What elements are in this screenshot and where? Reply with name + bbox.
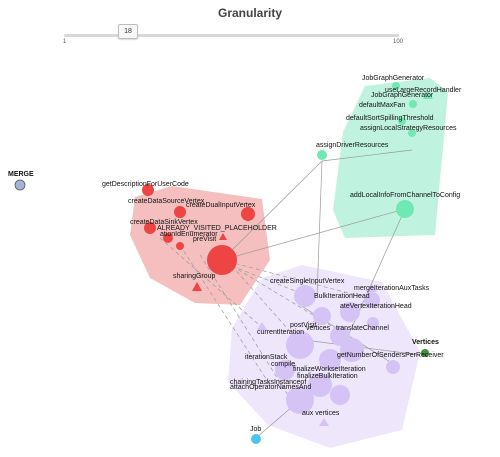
green-node-assignlocal[interactable] xyxy=(408,129,416,137)
green-label: useLargeRecordHandler xyxy=(385,87,462,94)
merge-label: MERGE xyxy=(8,171,34,178)
purple-label: aux vertices xyxy=(302,410,340,417)
red-label: ationIdEnumerator xyxy=(160,231,218,238)
red-label: getDescriptionForUserCode xyxy=(102,181,189,188)
green-node-generator[interactable] xyxy=(392,82,400,90)
purple-label: createSingleInputVertex xyxy=(270,278,345,285)
red-node-main[interactable] xyxy=(207,245,237,275)
green-label: JobGraphGenerator xyxy=(362,75,425,82)
edge xyxy=(231,265,303,346)
job-label: Job xyxy=(250,426,261,433)
purple-node[interactable] xyxy=(319,349,341,371)
red-label: preVisit xyxy=(193,236,216,243)
purple-label: BulkIterationHead xyxy=(314,293,370,300)
green-node-addlocal[interactable] xyxy=(396,200,414,218)
red-label: sharingGroup xyxy=(173,273,216,280)
red-label: createDualInputVertex xyxy=(186,202,256,209)
slider-track[interactable] xyxy=(64,34,399,37)
purple-node[interactable] xyxy=(286,331,314,359)
green-node-assigndriver[interactable] xyxy=(317,150,327,160)
edge xyxy=(321,149,413,162)
purple-node[interactable] xyxy=(386,360,400,374)
job-node[interactable] xyxy=(251,434,261,444)
green-label: defaultMaxFan xyxy=(359,102,405,109)
purple-node[interactable] xyxy=(294,285,316,307)
vertices-node[interactable] xyxy=(421,349,429,357)
granularity-title: Granularity xyxy=(217,6,283,20)
purple-node[interactable] xyxy=(286,386,314,414)
vertices-label: Vertices xyxy=(412,339,439,346)
red-triangle-node[interactable] xyxy=(192,282,202,291)
purple-node[interactable] xyxy=(340,302,360,322)
edge xyxy=(231,265,349,337)
purple-node[interactable] xyxy=(367,317,379,329)
green-label: defaultSortSpillingThreshold xyxy=(346,115,434,122)
edge xyxy=(221,259,376,301)
red-label: ALREADY_VISITED_PLACEHOLDER xyxy=(157,225,277,232)
red-node-datasink[interactable] xyxy=(144,222,156,234)
green-node-maxfan[interactable] xyxy=(409,100,417,108)
red-node-visited[interactable] xyxy=(163,233,173,243)
green-cluster-region xyxy=(333,78,448,238)
green-label: assignDriverResources xyxy=(316,142,389,149)
merge-node[interactable] xyxy=(14,179,26,191)
purple-label: compile xyxy=(271,361,295,368)
purple-label: finalizeWorksetIteration xyxy=(293,366,366,373)
edge xyxy=(221,160,323,261)
red-node-datasource[interactable] xyxy=(174,206,186,218)
green-label: assignLocalStrategyResources xyxy=(360,125,457,132)
green-node-spilling[interactable] xyxy=(398,117,406,125)
purple-triangle-node[interactable] xyxy=(319,418,329,426)
purple-label: getNumberOfSendersPerReceiver xyxy=(337,352,444,359)
red-node-dual[interactable] xyxy=(241,207,255,221)
red-node-small[interactable] xyxy=(176,242,184,250)
slider-handle[interactable]: 18 xyxy=(118,24,138,39)
purple-node[interactable] xyxy=(313,307,331,325)
purple-node[interactable] xyxy=(330,385,350,405)
purple-node[interactable] xyxy=(275,360,295,380)
edge xyxy=(316,160,323,297)
purple-label: currentIteration xyxy=(257,329,304,336)
red-triangle-node[interactable] xyxy=(219,233,227,240)
edge xyxy=(221,208,406,261)
purple-label: finalizeBulkIteration xyxy=(297,373,358,380)
green-label: addLocalInfoFromChannelToConfig xyxy=(350,192,460,199)
purple-label: translateChannel xyxy=(336,325,389,332)
purple-triangle-node[interactable] xyxy=(367,284,377,292)
purple-node[interactable] xyxy=(364,292,380,308)
purple-label: iterationStack xyxy=(245,354,288,361)
slider-min-label: 1 xyxy=(63,39,67,45)
red-node-descriptor[interactable] xyxy=(142,184,154,196)
purple-label: postVisit xyxy=(290,322,316,329)
purple-label: ateVertexIterationHead xyxy=(340,303,412,310)
edge xyxy=(159,237,266,331)
purple-node[interactable] xyxy=(308,373,332,397)
purple-label: chainingTasksInstanceof xyxy=(230,379,306,386)
purple-label: mergeIterationAuxTasks xyxy=(354,285,430,292)
granularity-slider[interactable]: 18 1 100 xyxy=(58,20,403,50)
green-triangle-node[interactable] xyxy=(423,91,433,99)
purple-label: vertices xyxy=(306,325,331,332)
purple-label: attachOperatorNamesAnd xyxy=(230,384,311,391)
purple-triangle-node[interactable] xyxy=(257,322,267,330)
red-label: createDataSinkVertex xyxy=(130,219,198,226)
red-label: createDataSourceVertex xyxy=(128,198,205,205)
red-cluster-region xyxy=(130,186,270,305)
purple-node[interactable] xyxy=(340,338,364,362)
slider-max-label: 100 xyxy=(392,39,403,45)
green-label: JobGraphGenerator xyxy=(371,92,434,99)
